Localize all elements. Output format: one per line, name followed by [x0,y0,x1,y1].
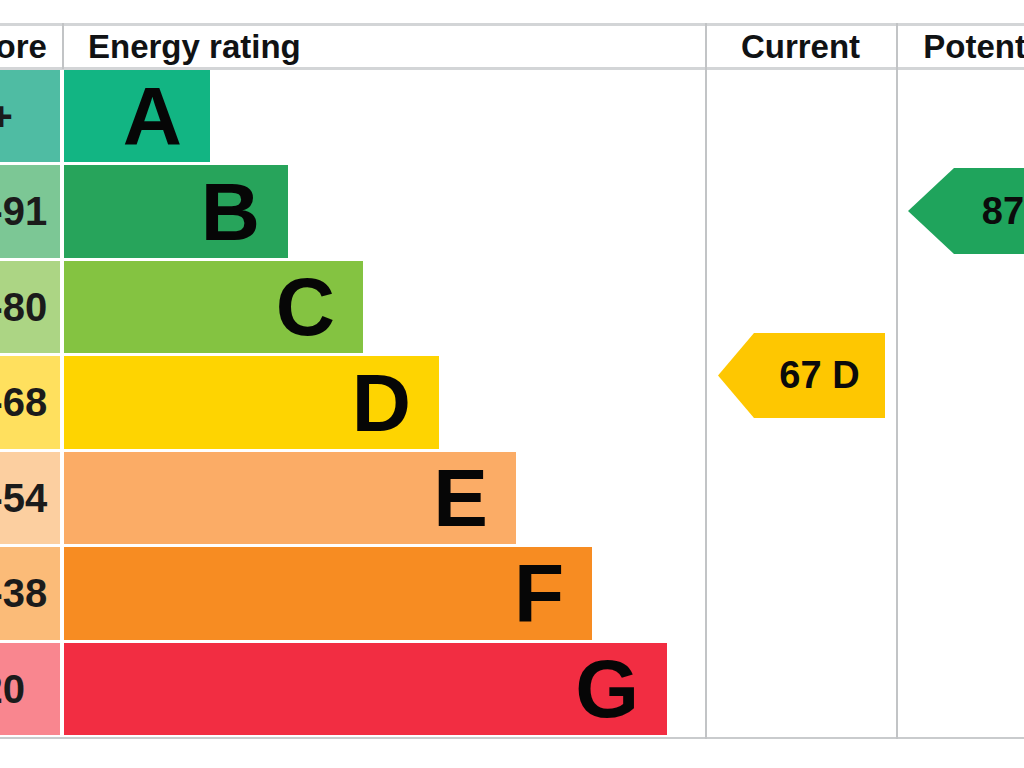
current-column-divider [705,23,707,739]
band-bar-c: C [64,261,363,353]
epc-energy-rating-chart: Score Energy rating Current Potential 92… [0,0,1024,768]
score-range-d: 55-68 [0,356,60,449]
table-bottom-border [0,737,1024,739]
current-column-header: Current [705,26,896,68]
band-bar-b: B [64,165,288,258]
score-range-f: 21-38 [0,547,60,640]
energy-rating-column-header: Energy rating [88,26,301,68]
potential-column-header: Potential [896,26,1024,68]
score-range-g: 1-20 [0,643,60,735]
score-range-e: 39-54 [0,452,60,544]
band-bar-f: F [64,547,592,640]
score-column-divider [62,23,64,69]
band-bar-d: D [64,356,439,449]
score-range-c: 69-80 [0,261,60,353]
score-range-b: 81-91 [0,165,60,258]
band-bar-e: E [64,452,516,544]
band-bar-a: A [64,70,210,162]
potential-rating-arrow: 87 B [908,168,1024,254]
potential-column-divider [896,23,898,739]
score-column-header: Score [0,26,62,68]
score-range-a: 92+ [0,70,60,162]
current-rating-arrow: 67 D [718,333,885,418]
band-bar-g: G [64,643,667,735]
current-rating-label: 67 D [754,354,885,397]
potential-rating-label: 87 B [954,190,1024,233]
